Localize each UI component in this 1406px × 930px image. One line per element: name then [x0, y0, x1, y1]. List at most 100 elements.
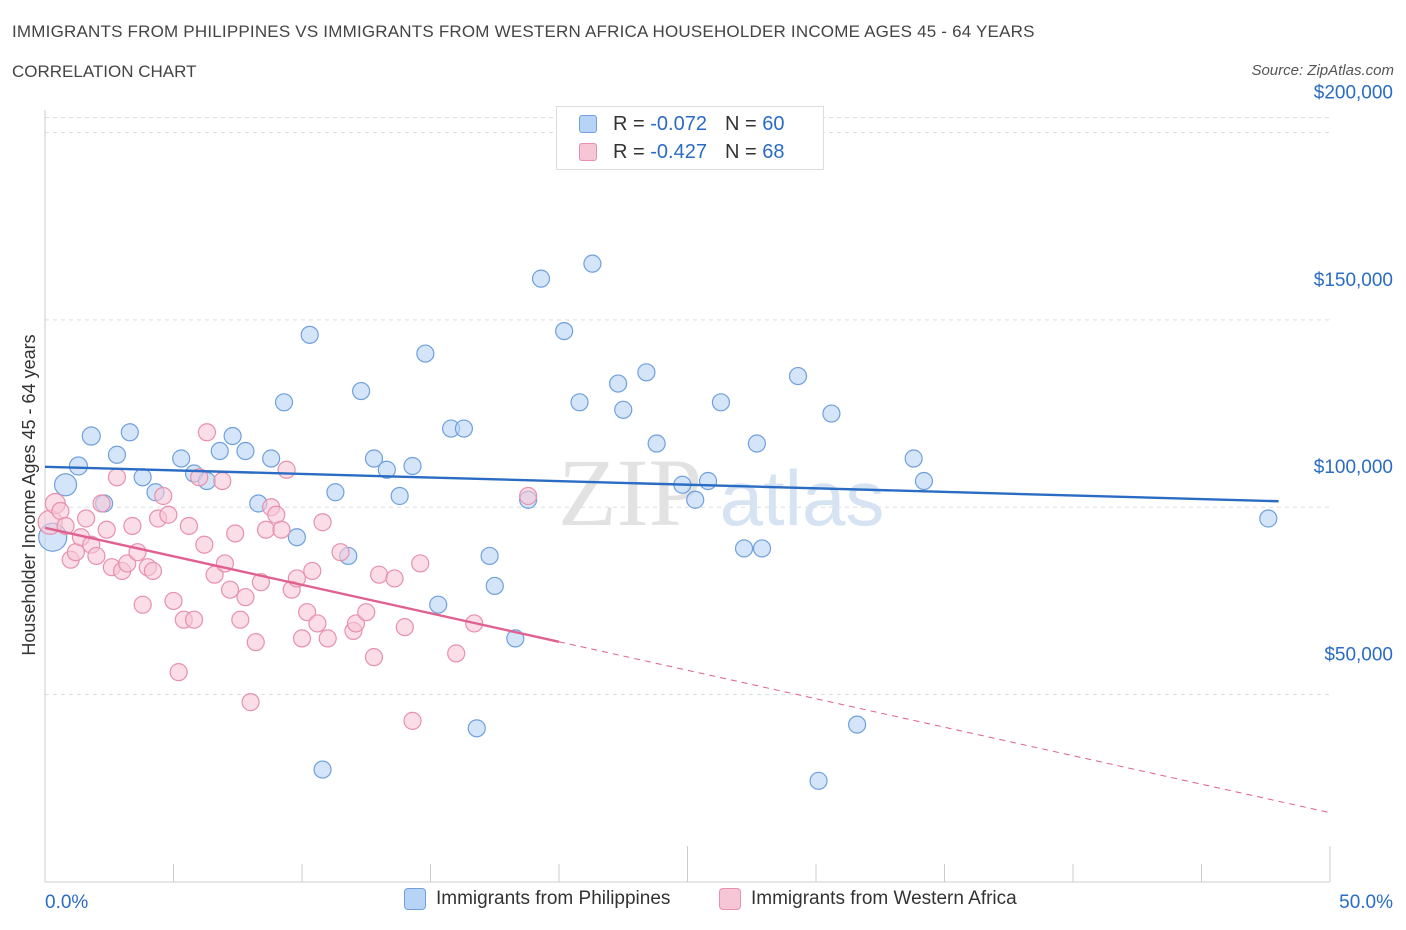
- western_africa-point: [56, 516, 75, 536]
- western_africa-point: [364, 648, 384, 667]
- western_africa-point: [385, 569, 404, 588]
- philippines-point: [68, 456, 89, 476]
- western_africa-point: [370, 565, 389, 584]
- philippines-point: [53, 473, 78, 497]
- philippines-point: [429, 595, 448, 614]
- philippines-point: [914, 471, 934, 491]
- y-tick-label: $50,000: [1324, 645, 1393, 666]
- philippines-point: [609, 374, 628, 393]
- western_africa-point: [403, 711, 422, 730]
- western_africa-point: [313, 513, 332, 532]
- legend-swatch-western-africa: [579, 143, 597, 161]
- western_africa-point: [318, 629, 337, 648]
- philippines-point: [752, 539, 772, 558]
- philippines-point: [698, 471, 718, 491]
- chart-source: Source: ZipAtlas.com: [1251, 62, 1394, 79]
- philippines-point: [570, 393, 589, 412]
- western_africa-point: [77, 509, 96, 528]
- western_africa-point: [164, 591, 183, 611]
- western_africa-point: [133, 595, 152, 614]
- chart-subtitle: CORRELATION CHART: [12, 62, 197, 81]
- philippines-point: [747, 434, 766, 453]
- legend-swatch-philippines: [404, 888, 426, 910]
- axes: $50,000 $100,000 $150,000 $200,000 0.0% 50.0%: [44, 82, 1393, 913]
- philippines-point: [120, 423, 139, 442]
- western_africa-point: [236, 588, 255, 607]
- philippines-point: [555, 322, 574, 341]
- western_africa-point: [195, 535, 214, 554]
- western_africa-point: [197, 423, 217, 442]
- philippines-point: [480, 546, 499, 566]
- legend-r-label: R =: [613, 112, 645, 135]
- western_africa-point: [251, 573, 270, 592]
- philippines-point: [454, 419, 474, 438]
- philippines-point: [485, 576, 504, 596]
- philippines-point: [848, 715, 867, 734]
- western_africa-point: [298, 603, 317, 622]
- western_africa-point: [179, 516, 199, 536]
- philippines-point: [313, 760, 332, 779]
- western_africa-point: [272, 520, 291, 539]
- western_africa-point: [159, 505, 178, 524]
- x-tick-label: 50.0%: [1339, 892, 1393, 913]
- western_africa-point: [308, 614, 327, 633]
- western_africa-point: [246, 633, 265, 652]
- western_africa-point: [226, 524, 245, 543]
- trend-lines: [44, 465, 1331, 814]
- series-legend: Immigrants from Philippines Immigrants f…: [0, 888, 1406, 916]
- correlation-legend: R = -0.072 N = 60 R = -0.427 N = 68: [556, 106, 824, 170]
- philippines-point: [583, 254, 602, 273]
- western_africa-point: [118, 554, 137, 573]
- western_africa-point: [213, 471, 232, 491]
- philippines-point: [133, 468, 152, 487]
- x-tick-label: 0.0%: [45, 892, 88, 913]
- western_africa-point: [190, 468, 209, 487]
- legend-swatch-western-africa: [719, 888, 741, 910]
- chart-title: IMMIGRANTS FROM PHILIPPINES VS IMMIGRANT…: [12, 22, 1035, 41]
- legend-item-western-africa: Immigrants from Western Africa: [719, 888, 1017, 910]
- western_africa-point: [292, 629, 312, 648]
- watermark-atlas: atlas: [720, 454, 885, 542]
- watermark: ZIP atlas: [558, 439, 884, 546]
- philippines-point: [172, 449, 191, 468]
- philippines-point: [287, 528, 306, 547]
- western_africa-point: [97, 520, 116, 539]
- western_africa-point: [447, 644, 466, 663]
- philippines-point: [531, 269, 551, 288]
- western_africa-trend-line: [44, 526, 560, 643]
- y-axis-label: Householder Income Ages 45 - 64 years: [19, 334, 39, 655]
- western_africa-point: [87, 546, 106, 566]
- western_africa-point: [303, 561, 322, 581]
- philippines-point: [352, 381, 371, 401]
- philippines-point: [637, 363, 656, 382]
- legend-row-philippines: R = -0.072 N = 60: [579, 111, 784, 137]
- grid-lines: [45, 116, 1330, 696]
- western_africa-point: [357, 603, 376, 622]
- western_africa-point: [346, 614, 366, 633]
- legend-label-philippines: Immigrants from Philippines: [436, 888, 671, 909]
- legend-item-philippines: Immigrants from Philippines: [404, 888, 670, 910]
- western_africa-point: [92, 494, 111, 513]
- legend-r-value: -0.072: [650, 112, 707, 135]
- philippines-point: [809, 771, 828, 790]
- western_africa-point: [123, 516, 142, 536]
- y-tick-label: $200,000: [1314, 82, 1393, 103]
- legend-n-label: N =: [724, 112, 757, 135]
- philippines-point: [107, 445, 127, 464]
- western_africa-point: [395, 618, 414, 637]
- philippines-point: [467, 719, 486, 738]
- philippines-point: [647, 434, 666, 453]
- philippines-point: [734, 539, 754, 558]
- y-tick-label: $100,000: [1314, 457, 1393, 478]
- philippines-point: [1259, 509, 1278, 528]
- western_africa-point: [154, 486, 173, 506]
- philippines-point: [390, 486, 409, 506]
- western_africa-point: [107, 468, 127, 487]
- philippines-point: [788, 366, 808, 386]
- western_africa-point: [256, 520, 276, 539]
- philippines-point: [904, 449, 923, 468]
- legend-n-label: N =: [724, 140, 757, 163]
- philippines-point: [416, 344, 435, 363]
- western_africa-point: [220, 580, 240, 599]
